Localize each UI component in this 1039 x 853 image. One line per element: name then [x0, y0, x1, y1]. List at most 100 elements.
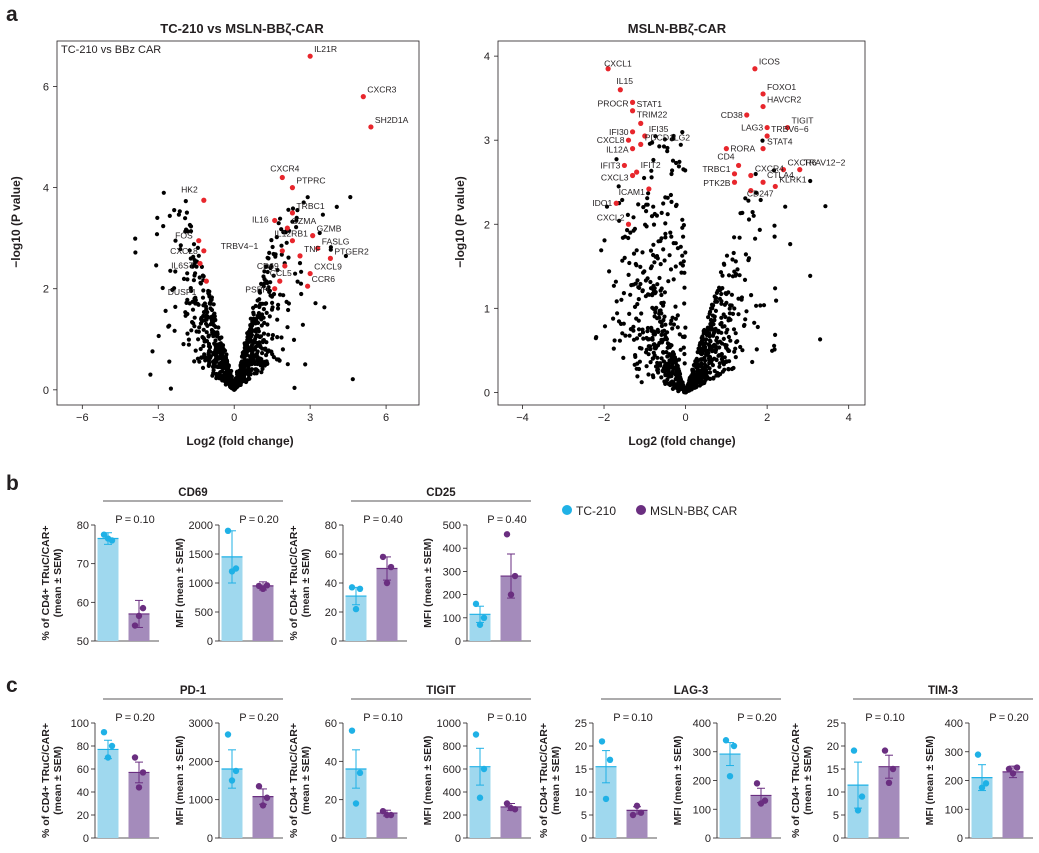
- data-point: [352, 605, 360, 613]
- volcano2-point: [666, 279, 671, 284]
- volcano2-point: [818, 337, 823, 342]
- volcano2-point: [736, 296, 741, 301]
- volcano1-gene-label: GZMA: [291, 216, 316, 226]
- y-axis-label-line: MFI (mean ± SEM): [924, 736, 936, 826]
- volcano2-point: [721, 261, 727, 266]
- y-axis-label: % of CD4+ TRuC/CAR+(mean ± SEM): [40, 526, 64, 641]
- p-value: P = 0.10: [115, 514, 155, 526]
- volcano2-point: [670, 168, 675, 173]
- volcano2-point: [620, 235, 626, 240]
- volcano2-point: [621, 291, 627, 296]
- volcano2-point: [728, 317, 733, 322]
- volcano2-point: [808, 178, 813, 184]
- volcano1-point: [298, 281, 304, 286]
- volcano2-gene-marker: [638, 120, 644, 126]
- volcano2-point: [652, 314, 657, 319]
- volcano1-gene-marker: [282, 263, 288, 269]
- volcano2-point: [683, 325, 688, 330]
- volcano1-point: [285, 325, 290, 330]
- volcano2-point: [729, 292, 735, 297]
- bar: [500, 576, 522, 641]
- volcano2-point: [636, 327, 642, 332]
- volcano1-point: [270, 244, 275, 250]
- data-point: [131, 622, 139, 629]
- volcano1-point: [173, 304, 178, 309]
- volcano2-ytick-label: 0: [484, 387, 490, 399]
- data-point: [108, 742, 116, 750]
- y-tick-label: 60: [77, 764, 89, 776]
- volcano1-point: [198, 281, 203, 286]
- legend-label-tc210: TC-210: [576, 504, 616, 518]
- volcano2-point: [649, 175, 654, 180]
- volcano2-point: [710, 363, 716, 368]
- volcano2-point: [665, 145, 670, 151]
- volcano1-point: [192, 359, 197, 364]
- volcano2-point: [703, 375, 709, 380]
- volcano1-point: [177, 209, 182, 214]
- data-point: [507, 591, 515, 598]
- volcano1-point: [224, 358, 229, 363]
- volcano1-point: [187, 248, 192, 253]
- volcano1-point: [225, 381, 230, 386]
- legend-label-msln: MSLN-BBζ CAR: [650, 504, 738, 518]
- volcano1-point: [313, 301, 318, 306]
- volcano2-gene-marker: [748, 188, 754, 194]
- volcano2-point: [617, 338, 623, 343]
- volcano2-point: [620, 197, 625, 203]
- volcano1-point: [253, 303, 258, 309]
- volcano2-point: [724, 343, 729, 348]
- volcano1-point: [218, 363, 223, 368]
- volcano1-point: [189, 328, 194, 333]
- volcano1-gene-marker: [327, 255, 333, 261]
- data-point: [255, 783, 263, 790]
- volcano2-point: [626, 235, 631, 241]
- volcano2-point: [659, 236, 664, 241]
- volcano1-point: [193, 295, 198, 300]
- volcano2-gene-label: STAT4: [767, 137, 793, 147]
- volcano2-point: [663, 195, 668, 200]
- volcano2-point: [707, 311, 712, 316]
- volcano1-point: [222, 355, 227, 360]
- group-title: TIGIT: [426, 685, 455, 697]
- volcano1-point: [184, 300, 189, 305]
- p-value: P = 0.10: [363, 712, 403, 724]
- volcano1-gene-marker: [315, 245, 321, 251]
- volcano2-point: [733, 355, 738, 360]
- data-point: [228, 568, 236, 575]
- volcano1-point: [297, 261, 303, 266]
- volcano2-point: [648, 266, 654, 271]
- volcano2-ytick-label: 4: [484, 51, 490, 63]
- volcano2-gene-marker: [617, 87, 623, 93]
- data-point: [383, 811, 391, 819]
- volcano1-point: [188, 286, 193, 291]
- volcano1-point: [279, 252, 284, 257]
- volcano1-point: [253, 367, 258, 372]
- volcano2-point: [719, 291, 724, 297]
- volcano2-point: [693, 359, 698, 364]
- p-value: P = 0.40: [487, 514, 527, 526]
- y-tick-label: 80: [77, 741, 89, 753]
- volcano2-point: [704, 337, 709, 342]
- volcano1-point: [191, 242, 197, 247]
- volcano2-point: [644, 209, 649, 214]
- volcano2-point: [719, 341, 725, 346]
- volcano2-point: [659, 210, 664, 215]
- volcano1-point: [270, 300, 275, 305]
- volcano2-point: [643, 222, 648, 227]
- volcano2-point: [668, 192, 674, 198]
- data-point: [476, 621, 484, 628]
- data-point: [135, 784, 143, 791]
- volcano2-point: [693, 374, 698, 379]
- volcano1-point: [188, 256, 193, 261]
- volcano2-point: [701, 331, 706, 336]
- volcano2-point: [754, 190, 759, 195]
- volcano1-point: [213, 338, 218, 343]
- volcano1-ytick-label: 0: [43, 385, 49, 397]
- volcano1-point: [217, 371, 222, 376]
- volcano1-gene-label: SH2D1A: [375, 115, 409, 125]
- volcano1-point: [252, 371, 257, 376]
- volcano1-point: [201, 313, 206, 319]
- y-tick-label: 500: [195, 607, 213, 619]
- volcano2-point: [653, 364, 659, 369]
- y-axis-label: MFI (mean ± SEM): [422, 538, 434, 628]
